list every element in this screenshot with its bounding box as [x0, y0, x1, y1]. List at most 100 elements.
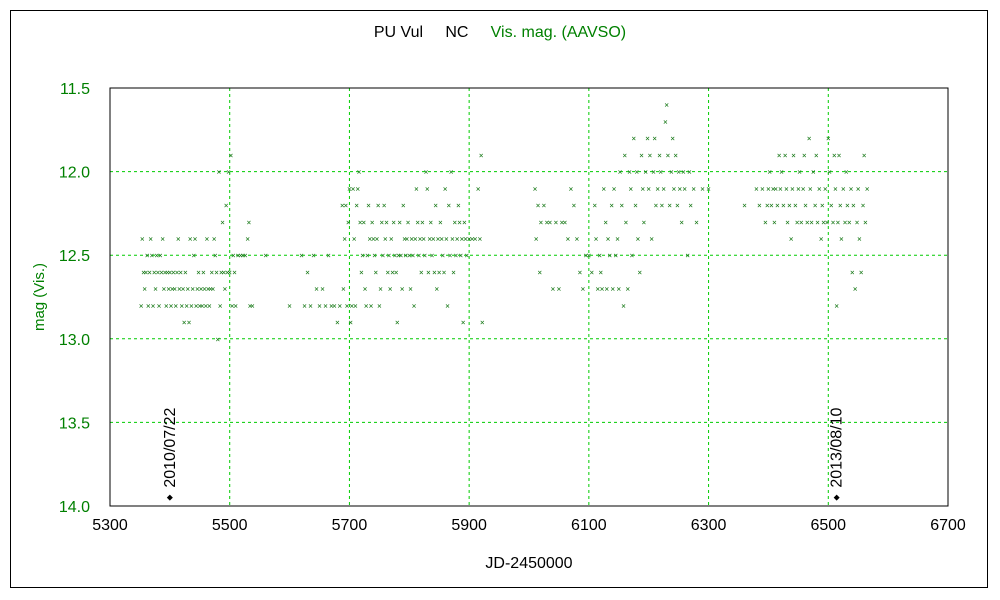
data-point: × — [694, 218, 699, 227]
data-point: × — [158, 251, 163, 260]
data-point: × — [777, 151, 782, 160]
data-point: × — [369, 301, 374, 310]
title-type: NC — [445, 24, 469, 41]
data-point: × — [384, 218, 389, 227]
data-point: × — [323, 301, 328, 310]
data-point: × — [682, 184, 687, 193]
data-point: × — [670, 134, 675, 143]
data-point: × — [843, 218, 848, 227]
data-point: × — [825, 218, 830, 227]
data-point: × — [187, 318, 192, 327]
data-point: × — [784, 184, 789, 193]
data-point: × — [802, 151, 807, 160]
data-point: × — [340, 201, 345, 210]
data-point: × — [236, 251, 241, 260]
data-point: × — [193, 234, 198, 243]
data-point: × — [376, 201, 381, 210]
data-point: × — [415, 218, 420, 227]
data-point: × — [219, 268, 224, 277]
data-point: × — [665, 151, 670, 160]
data-point: × — [400, 285, 405, 294]
data-point: × — [142, 285, 147, 294]
data-point: × — [603, 218, 608, 227]
data-point: × — [841, 184, 846, 193]
data-point: × — [671, 184, 676, 193]
x-tick-label: 6500 — [810, 517, 846, 534]
data-point: × — [217, 168, 222, 177]
data-point: × — [151, 301, 156, 310]
data-point: × — [444, 234, 449, 243]
data-point: × — [207, 301, 212, 310]
data-points: × × × × × × × × × × × × × × × × × × × × × × × × × × × × × × × × × × × × × × × ×… — [139, 101, 870, 344]
data-point: × — [201, 268, 206, 277]
data-point: × — [799, 218, 804, 227]
annotation-label: 2013/08/10 — [829, 407, 846, 487]
data-point: × — [627, 168, 632, 177]
data-point: × — [181, 285, 186, 294]
data-point: × — [464, 251, 469, 260]
data-point: × — [436, 234, 441, 243]
data-point: × — [754, 184, 759, 193]
y-tick-label: 13.0 — [59, 332, 90, 349]
data-point: × — [628, 184, 633, 193]
x-axis-label: JD-2450000 — [485, 555, 572, 572]
data-point: × — [606, 234, 611, 243]
data-point: × — [574, 234, 579, 243]
data-point: × — [857, 234, 862, 243]
data-point: × — [667, 201, 672, 210]
data-point: × — [862, 151, 867, 160]
data-point: × — [793, 201, 798, 210]
data-point: × — [534, 234, 539, 243]
annotation-marker — [833, 494, 840, 501]
data-point: × — [188, 234, 193, 243]
data-point: × — [191, 251, 196, 260]
data-point: × — [771, 184, 776, 193]
data-point: × — [176, 234, 181, 243]
data-point: × — [568, 184, 573, 193]
data-point: × — [813, 201, 818, 210]
data-point: × — [438, 218, 443, 227]
data-point: × — [775, 201, 780, 210]
data-point: × — [676, 168, 681, 177]
data-point: × — [190, 285, 195, 294]
data-point: × — [819, 234, 824, 243]
data-point: × — [396, 251, 401, 260]
data-point: × — [387, 251, 392, 260]
data-point: × — [250, 301, 255, 310]
data-point: × — [359, 268, 364, 277]
data-point: × — [335, 318, 340, 327]
data-point: × — [238, 251, 243, 260]
data-point: × — [155, 268, 160, 277]
data-point: × — [779, 168, 784, 177]
data-point: × — [317, 301, 322, 310]
data-point: × — [462, 218, 467, 227]
data-point: × — [337, 301, 342, 310]
title-source: Vis. mag. (AAVSO) — [490, 24, 627, 41]
data-point: × — [445, 301, 450, 310]
data-point: × — [688, 201, 693, 210]
data-point: × — [332, 301, 337, 310]
data-point: × — [416, 251, 421, 260]
data-point: × — [412, 301, 417, 310]
data-point: × — [669, 168, 674, 177]
data-point: × — [642, 218, 647, 227]
data-point: × — [351, 184, 356, 193]
data-point: × — [360, 251, 365, 260]
y-tick-label: 14.0 — [59, 499, 90, 516]
data-point: × — [246, 218, 251, 227]
data-point: × — [421, 234, 426, 243]
data-point: × — [458, 251, 463, 260]
data-point: × — [354, 201, 359, 210]
data-point: × — [796, 184, 801, 193]
data-point: × — [403, 251, 408, 260]
data-point: × — [149, 251, 154, 260]
data-point: × — [440, 251, 445, 260]
data-point: × — [383, 234, 388, 243]
data-point: × — [320, 285, 325, 294]
data-point: × — [600, 285, 605, 294]
data-point: × — [452, 218, 457, 227]
data-point: × — [625, 285, 630, 294]
data-point: × — [397, 218, 402, 227]
data-point: × — [178, 268, 183, 277]
